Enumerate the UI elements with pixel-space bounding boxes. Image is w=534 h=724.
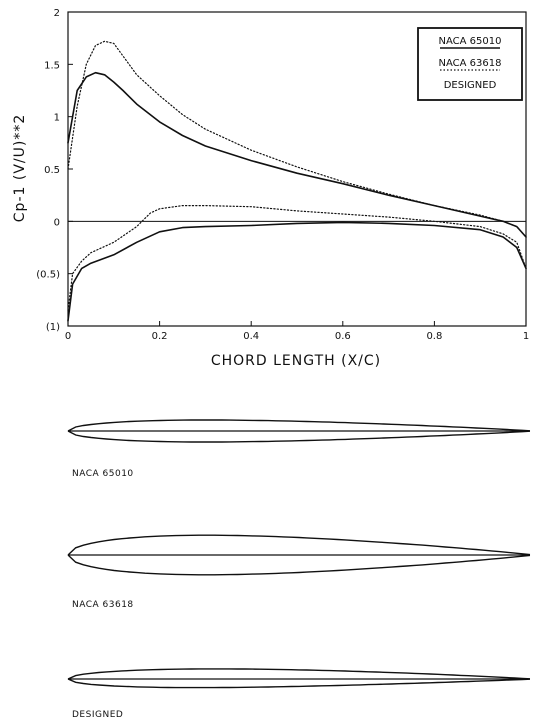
- legend-entry-naca-65010: NACA 65010: [439, 36, 502, 47]
- y-tick-label: 1.5: [44, 60, 60, 71]
- airfoil-label-designed: DESIGNED: [72, 710, 123, 720]
- y-tick-label: 2: [54, 8, 60, 19]
- airfoil-upper-surface-naca-63618: [67, 534, 531, 556]
- series-line-naca-63618-3: [67, 205, 527, 311]
- legend-box: [417, 27, 523, 101]
- y-tick-label: 0: [54, 217, 60, 228]
- series-line-naca-65010-1: [67, 221, 527, 322]
- airfoil-upper-surface-designed: [67, 668, 531, 680]
- y-tick-label: 1: [54, 113, 60, 124]
- airfoil-upper-surface-naca-65010: [67, 419, 531, 432]
- airfoil-lower-surface-designed: [67, 678, 531, 689]
- airfoil-sections: [67, 419, 531, 689]
- airfoil-label-naca-63618: NACA 63618: [72, 600, 134, 610]
- legend-entry-naca-63618: NACA 63618: [439, 58, 502, 69]
- y-tick-label: 0.5: [44, 165, 60, 176]
- x-tick-label: 0.4: [243, 331, 259, 342]
- y-axis-title: Cp-1 (V/U)**2: [12, 114, 28, 222]
- x-tick-label: 0.2: [152, 331, 168, 342]
- y-axis-ticks: (1) (0.5) 0 0.5 1 1.5 2: [36, 8, 73, 333]
- x-axis-title: CHORD LENGTH (X/C): [211, 353, 381, 369]
- series-line-naca-63618-2: [67, 40, 527, 238]
- legend-entry-designed: DESIGNED: [444, 80, 497, 91]
- y-tick-label: (1): [46, 322, 60, 333]
- series-line-naca-65010-0: [67, 71, 527, 238]
- x-tick-label: 0: [65, 331, 71, 342]
- x-axis-ticks: 0 0.2 0.4 0.6 0.8 1: [65, 321, 529, 342]
- legend: NACA 65010 NACA 63618 DESIGNED: [417, 27, 523, 101]
- x-tick-label: 1: [523, 331, 529, 342]
- airfoil-lower-surface-naca-65010: [67, 430, 531, 443]
- x-tick-label: 0.6: [335, 331, 351, 342]
- x-tick-label: 0.8: [426, 331, 442, 342]
- airfoil-lower-surface-naca-63618: [67, 554, 531, 576]
- y-tick-label: (0.5): [36, 270, 60, 281]
- series-layer: [67, 40, 527, 322]
- airfoil-label-naca-65010: NACA 65010: [72, 469, 134, 479]
